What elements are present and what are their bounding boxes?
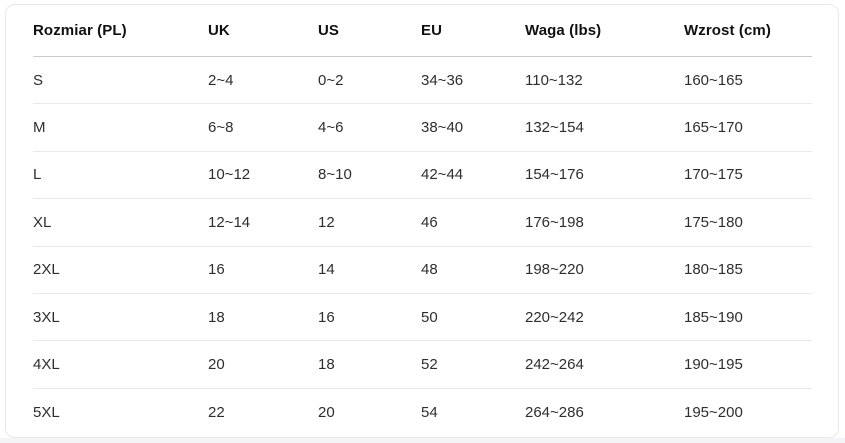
column-header: Wzrost (cm): [684, 22, 771, 39]
value-cell: 165~170: [684, 119, 743, 137]
value-cell: 20: [208, 356, 225, 374]
value-cell: 12: [318, 213, 335, 231]
value-cell: 48: [421, 261, 438, 279]
value-cell: 46: [421, 213, 438, 231]
value-cell: 176~198: [525, 213, 584, 231]
size-label-cell: 3XL: [33, 308, 60, 326]
column-header: EU: [421, 22, 443, 39]
page-bottom-strip: [0, 438, 845, 443]
size-label-cell: M: [33, 119, 46, 137]
value-cell: 180~185: [684, 261, 743, 279]
value-cell: 185~190: [684, 308, 743, 326]
size-label-cell: 5XL: [33, 403, 60, 421]
value-cell: 22: [208, 403, 225, 421]
value-cell: 12~14: [208, 213, 251, 231]
value-cell: 10~12: [208, 166, 251, 184]
value-cell: 0~2: [318, 71, 344, 89]
column-header: UK: [208, 22, 230, 39]
table-row: 3XL 18 16 50 220~242 185~190: [33, 294, 812, 342]
value-cell: 18: [318, 356, 335, 374]
value-cell: 34~36: [421, 71, 464, 89]
size-label-cell: 4XL: [33, 356, 60, 374]
value-cell: 2~4: [208, 71, 234, 89]
value-cell: 110~132: [525, 71, 583, 89]
table-header-row: Rozmiar (PL) UK US EU Waga (lbs) Wzrost (cm): [33, 5, 812, 57]
value-cell: 6~8: [208, 119, 234, 137]
table-row: 2XL 16 14 48 198~220 180~185: [33, 247, 812, 294]
column-header: Waga (lbs): [525, 22, 602, 39]
table-row: 4XL 20 18 52 242~264 190~195: [33, 341, 812, 389]
table-row: 5XL 22 20 54 264~286 195~200: [33, 389, 812, 436]
size-label-cell: 2XL: [33, 261, 60, 279]
value-cell: 20: [318, 403, 335, 421]
value-cell: 14: [318, 261, 335, 279]
table-row: L 10~12 8~10 42~44 154~176 170~175: [33, 152, 812, 200]
value-cell: 242~264: [525, 356, 584, 374]
value-cell: 18: [208, 308, 225, 326]
value-cell: 38~40: [421, 119, 464, 137]
value-cell: 8~10: [318, 166, 352, 184]
value-cell: 4~6: [318, 119, 344, 137]
table-row: M 6~8 4~6 38~40 132~154 165~170: [33, 104, 812, 152]
table-row: XL 12~14 12 46 176~198 175~180: [33, 199, 812, 247]
value-cell: 16: [318, 308, 335, 326]
value-cell: 50: [421, 308, 438, 326]
value-cell: 42~44: [421, 166, 464, 184]
value-cell: 160~165: [684, 71, 743, 89]
table-row: S 2~4 0~2 34~36 110~132 160~165: [33, 57, 812, 105]
value-cell: 16: [208, 261, 225, 279]
table-body: S 2~4 0~2 34~36 110~132 160~165 M 6~8 4~6 38~40 13…: [33, 57, 812, 436]
column-header: US: [318, 22, 340, 39]
value-cell: 52: [421, 356, 438, 374]
size-label-cell: S: [33, 71, 44, 89]
value-cell: 132~154: [525, 119, 584, 137]
size-label-cell: L: [33, 166, 42, 184]
column-header: Rozmiar (PL): [33, 22, 127, 39]
value-cell: 175~180: [684, 213, 743, 231]
value-cell: 54: [421, 403, 438, 421]
value-cell: 220~242: [525, 308, 584, 326]
value-cell: 154~176: [525, 166, 584, 184]
value-cell: 190~195: [684, 356, 743, 374]
value-cell: 264~286: [525, 403, 584, 421]
value-cell: 170~175: [684, 166, 743, 184]
value-cell: 195~200: [684, 403, 743, 421]
value-cell: 198~220: [525, 261, 584, 279]
size-label-cell: XL: [33, 213, 52, 231]
size-chart-table: Rozmiar (PL) UK US EU Waga (lbs) Wzrost (cm) …: [5, 4, 839, 438]
